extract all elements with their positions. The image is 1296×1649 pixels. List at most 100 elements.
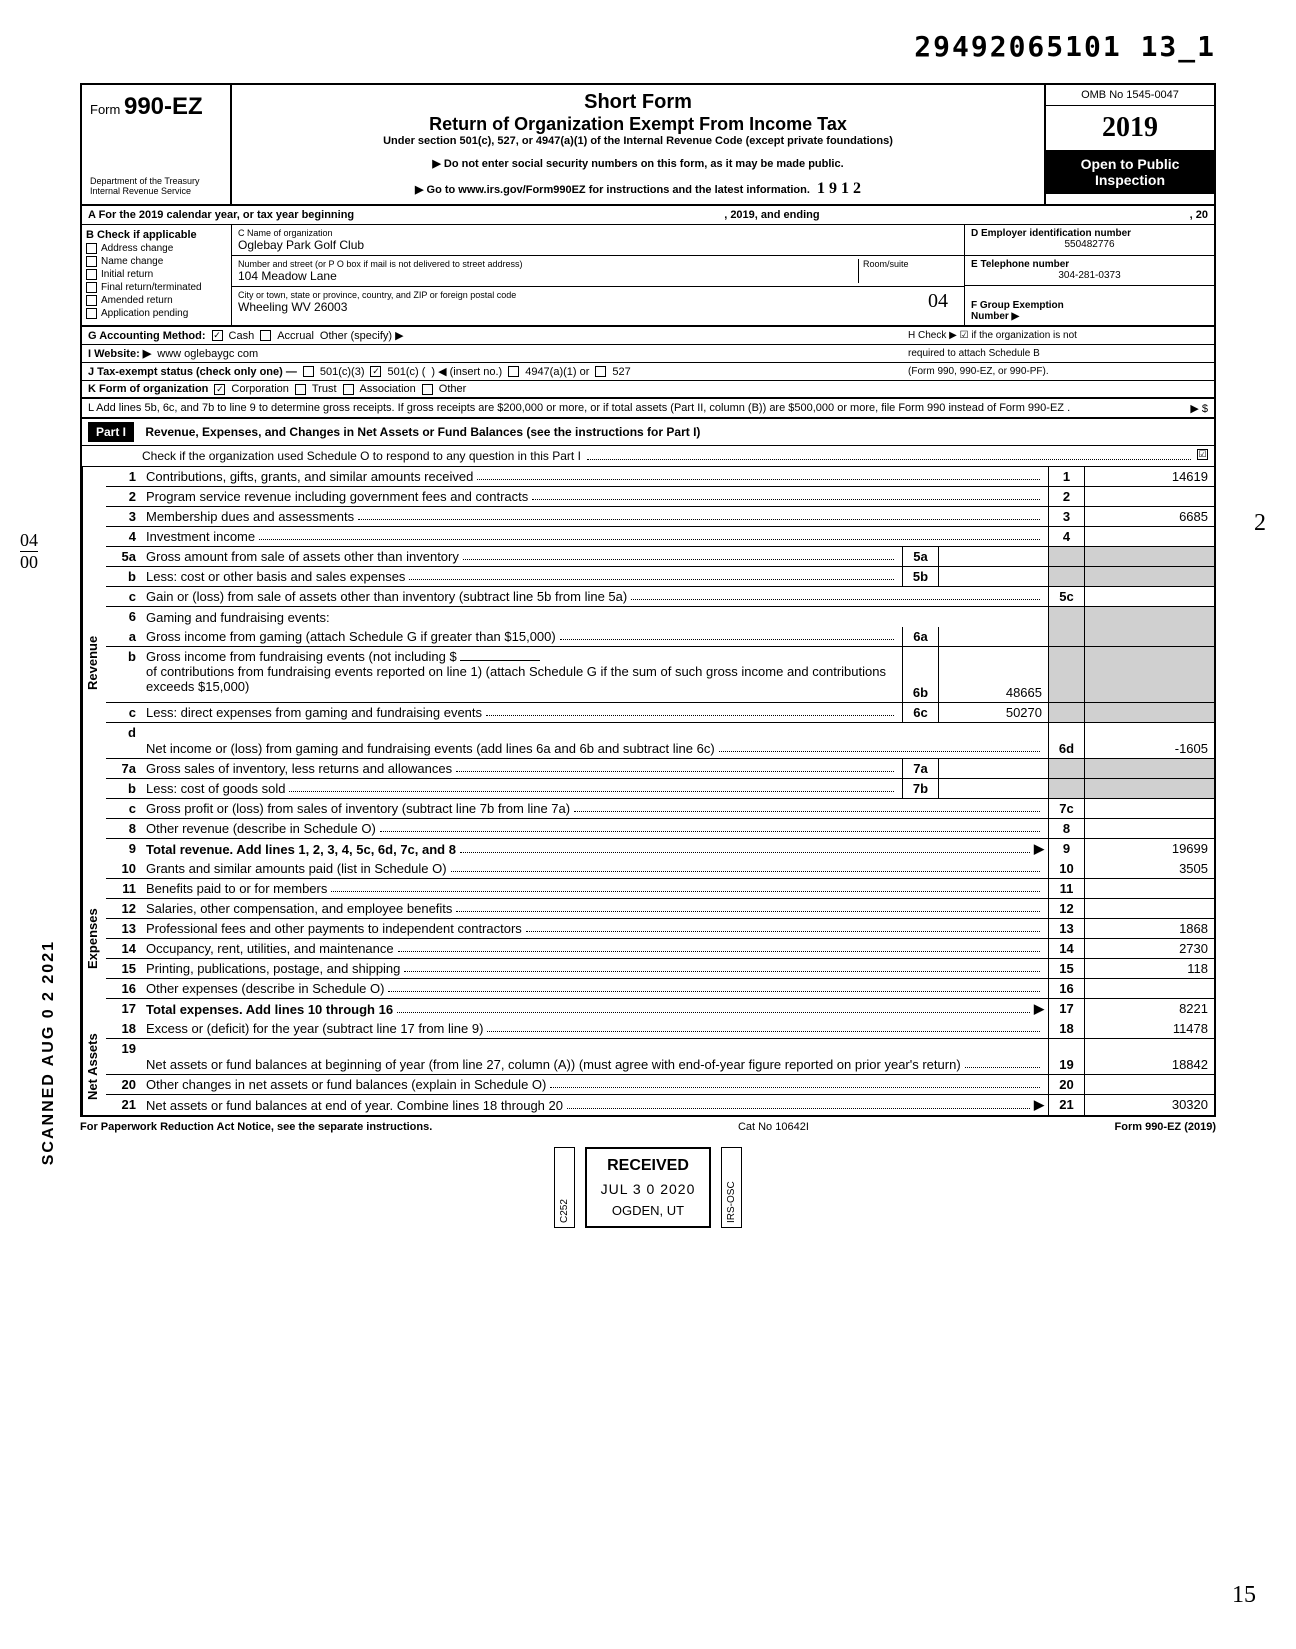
line-8-val <box>1084 819 1214 838</box>
line-5b-desc: Less: cost or other basis and sales expe… <box>146 569 405 584</box>
line-7a-desc: Gross sales of inventory, less returns a… <box>146 761 452 776</box>
chk-4947[interactable] <box>508 366 519 377</box>
line-19-desc: Net assets or fund balances at beginning… <box>146 1057 961 1072</box>
line-15-val: 118 <box>1084 959 1214 978</box>
chk-final-return[interactable]: Final return/terminated <box>86 282 227 293</box>
line-8-desc: Other revenue (describe in Schedule O) <box>146 821 376 836</box>
line-12-val <box>1084 899 1214 918</box>
side-00: 00 <box>20 552 38 573</box>
chk-address-change[interactable]: Address change <box>86 243 227 254</box>
line-6d-val: -1605 <box>1084 723 1214 758</box>
j-label: J Tax-exempt status (check only one) — <box>88 366 297 378</box>
column-b: B Check if applicable Address change Nam… <box>82 225 232 325</box>
line-6b-desc: Gross income from fundraising events (no… <box>146 649 457 664</box>
title-block: Short Form Return of Organization Exempt… <box>232 85 1044 204</box>
chk-corporation[interactable]: ✓ <box>214 384 225 395</box>
lbl-other-specify: Other (specify) ▶ <box>320 329 404 342</box>
line-19-val: 18842 <box>1084 1039 1214 1074</box>
line-7b-val <box>938 779 1048 798</box>
line-6a: aGross income from gaming (attach Schedu… <box>106 627 1214 647</box>
line-5a: 5aGross amount from sale of assets other… <box>106 547 1214 567</box>
chk-accrual[interactable] <box>260 330 271 341</box>
chk-trust[interactable] <box>295 384 306 395</box>
chk-application-pending[interactable]: Application pending <box>86 308 227 319</box>
line-18-val: 11478 <box>1084 1019 1214 1038</box>
c-name-label: C Name of organization <box>238 228 958 238</box>
line-9-desc: Total revenue. Add lines 1, 2, 3, 4, 5c,… <box>146 842 456 857</box>
received-ogden: OGDEN, UT <box>601 1203 696 1218</box>
b-label: B Check if applicable <box>86 229 227 241</box>
lbl-trust: Trust <box>312 383 337 395</box>
chk-amended-return[interactable]: Amended return <box>86 295 227 306</box>
line-6c-desc: Less: direct expenses from gaming and fu… <box>146 705 482 720</box>
lbl-final-return: Final return/terminated <box>101 282 202 293</box>
line-1-box: 1 <box>1048 467 1084 486</box>
line-2-desc: Program service revenue including govern… <box>146 489 528 504</box>
i-label: I Website: ▶ <box>88 347 151 360</box>
line-13-desc: Professional fees and other payments to … <box>146 921 522 936</box>
line-3-box: 3 <box>1048 507 1084 526</box>
line-6: 6Gaming and fundraising events: <box>106 607 1214 627</box>
lbl-insert-no: ) ◀ (insert no.) <box>431 365 502 378</box>
line-20-val <box>1084 1075 1214 1094</box>
line-20: 20Other changes in net assets or fund ba… <box>106 1075 1214 1095</box>
side-04: 04 <box>20 530 38 552</box>
line-21: 21Net assets or fund balances at end of … <box>106 1095 1214 1115</box>
line-4: 4Investment income 4 <box>106 527 1214 547</box>
chk-other[interactable] <box>422 384 433 395</box>
line-6b-desc2: of contributions from fundraising events… <box>146 664 890 694</box>
c-city-row: City or town, state or province, country… <box>232 287 964 317</box>
chk-527[interactable] <box>595 366 606 377</box>
line-6d: dNet income or (loss) from gaming and fu… <box>106 723 1214 759</box>
chk-cash[interactable]: ✓ <box>212 330 223 341</box>
lbl-application-pending: Application pending <box>101 308 188 319</box>
revenue-label: Revenue <box>82 467 106 859</box>
line-18: 18Excess or (deficit) for the year (subt… <box>106 1019 1214 1039</box>
section-b-to-f: B Check if applicable Address change Nam… <box>80 225 1216 327</box>
i-value: www oglebaygc com <box>157 348 258 360</box>
chk-initial-return[interactable]: Initial return <box>86 269 227 280</box>
line-1: 1Contributions, gifts, grants, and simil… <box>106 467 1214 487</box>
chk-association[interactable] <box>343 384 354 395</box>
line-20-box: 20 <box>1048 1075 1084 1094</box>
line-6c-box: 6c <box>902 703 938 722</box>
line-17: 17Total expenses. Add lines 10 through 1… <box>106 999 1214 1019</box>
addr-label: Number and street (or P O box if mail is… <box>238 259 858 269</box>
chk-name-change[interactable]: Name change <box>86 256 227 267</box>
part-i-title: Revenue, Expenses, and Changes in Net As… <box>145 425 700 439</box>
line-10-desc: Grants and similar amounts paid (list in… <box>146 861 447 876</box>
lbl-k-other: Other <box>439 383 467 395</box>
line-11-val <box>1084 879 1214 898</box>
line-6c-val: 50270 <box>938 703 1048 722</box>
chk-schedule-o[interactable]: ☑ <box>1197 449 1208 460</box>
check-o-text: Check if the organization used Schedule … <box>142 449 581 463</box>
line-4-box: 4 <box>1048 527 1084 546</box>
line-7b-box: 7b <box>902 779 938 798</box>
line-9-box: 9 <box>1048 839 1084 859</box>
line-7c-box: 7c <box>1048 799 1084 818</box>
line-10-val: 3505 <box>1084 859 1214 878</box>
line-5c-box: 5c <box>1048 587 1084 606</box>
line-7b-desc: Less: cost of goods sold <box>146 781 285 796</box>
footer-right: Form 990-EZ (2019) <box>1115 1121 1216 1133</box>
line-11-desc: Benefits paid to or for members <box>146 881 327 896</box>
addr-value: 104 Meadow Lane <box>238 269 337 283</box>
line-11: 11Benefits paid to or for members11 <box>106 879 1214 899</box>
line-7a-box: 7a <box>902 759 938 778</box>
side-annotation-04-00: 04 00 <box>20 530 38 573</box>
line-3-desc: Membership dues and assessments <box>146 509 354 524</box>
row-a-end: , 20 <box>1190 209 1208 221</box>
h-text: H Check ▶ ☑ if the organization is not <box>908 330 1208 341</box>
chk-501c[interactable]: ✓ <box>370 366 381 377</box>
line-10: 10Grants and similar amounts paid (list … <box>106 859 1214 879</box>
line-17-desc: Total expenses. Add lines 10 through 16 <box>146 1002 393 1017</box>
room-suite: Room/suite <box>858 259 958 283</box>
f-label: F Group Exemption Number ▶ <box>971 300 1064 322</box>
footer: For Paperwork Reduction Act Notice, see … <box>80 1117 1216 1137</box>
line-14-val: 2730 <box>1084 939 1214 958</box>
column-d-e-f: D Employer identification number 5504827… <box>964 225 1214 325</box>
c-name-value: Oglebay Park Golf Club <box>238 238 364 252</box>
dept-treasury: Department of the Treasury Internal Reve… <box>90 176 222 196</box>
chk-501c3[interactable] <box>303 366 314 377</box>
h-text-3: (Form 990, 990-EZ, or 990-PF). <box>908 366 1208 377</box>
